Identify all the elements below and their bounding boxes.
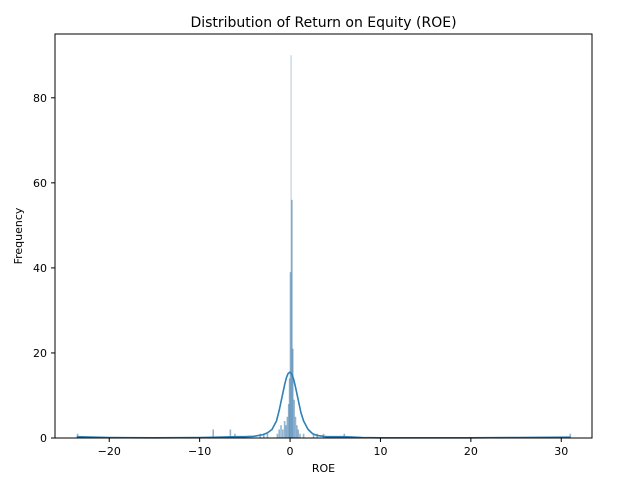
x-tick-label: 20 (464, 445, 478, 458)
histogram-bar (266, 433, 269, 438)
y-tick-label: 60 (33, 177, 47, 190)
histogram-bar (229, 429, 232, 438)
histogram-bar (287, 403, 290, 438)
histogram-bar (297, 429, 299, 438)
histogram-bar (343, 433, 346, 438)
histogram-bar (285, 425, 287, 438)
histogram-bar (291, 199, 293, 438)
kde-curve-layer (76, 371, 571, 439)
histogram-bar (286, 416, 289, 438)
x-tick-label: 30 (554, 445, 568, 458)
histogram-bar (76, 433, 79, 438)
histogram-bar (299, 433, 301, 438)
y-tick-label: 0 (40, 432, 47, 445)
y-tick-label: 20 (33, 347, 47, 360)
histogram-bars (76, 55, 572, 438)
plot-frame (54, 33, 593, 439)
histogram-bar (276, 433, 279, 438)
histogram-bar (278, 429, 280, 438)
y-tick-label: 80 (33, 92, 47, 105)
histogram-bar (282, 429, 284, 438)
y-axis-label: Frequency (12, 207, 25, 264)
histogram-bar (234, 433, 236, 438)
histogram-bar (263, 433, 265, 438)
x-axis-ticks: −20 −10 0 10 20 30 (98, 438, 568, 458)
y-axis-ticks: 0 20 40 60 80 (33, 92, 55, 445)
x-axis-label: ROE (312, 462, 335, 475)
histogram-bar (296, 425, 298, 438)
chart-title: Distribution of Return on Equity (ROE) (190, 15, 456, 31)
histogram-bar (293, 399, 295, 438)
kde-curve (76, 371, 571, 439)
histogram-bar (280, 425, 282, 438)
histogram-bar (569, 433, 572, 438)
x-tick-label: −20 (98, 445, 121, 458)
x-tick-label: 0 (287, 445, 294, 458)
histogram-bar (289, 272, 292, 438)
histogram-bar (212, 429, 215, 438)
histogram-bar (312, 433, 315, 438)
x-tick-label: 10 (373, 445, 387, 458)
histogram-bar (283, 420, 286, 438)
histogram-bar (294, 416, 297, 438)
x-tick-label: −10 (188, 445, 211, 458)
y-tick-label: 40 (33, 262, 47, 275)
histogram-bar (302, 433, 305, 438)
histogram-bar (288, 378, 291, 438)
histogram-bar (291, 348, 294, 438)
